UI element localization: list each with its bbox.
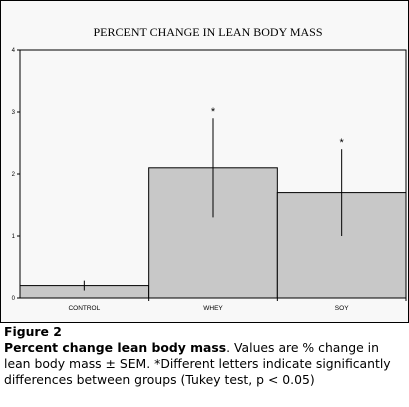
plot-area: ** [19, 49, 407, 299]
caption-heading: Percent change lean body mass [4, 340, 227, 355]
y-tick-label: 4 [12, 48, 16, 54]
y-tick-label: 2 [12, 172, 16, 178]
x-tick-label: SOY [335, 305, 349, 312]
figure-caption: Figure 2 Percent change lean body mass. … [4, 324, 406, 388]
bar-chart: PERCENT CHANGE IN LEAN BODY MASS ** 0123… [12, 25, 407, 312]
x-tick-label: CONTROL [68, 305, 100, 312]
significance-marker: * [340, 137, 345, 149]
chart-title: PERCENT CHANGE IN LEAN BODY MASS [93, 25, 322, 39]
y-tick-label: 1 [12, 234, 16, 240]
figure-label: Figure 2 [4, 324, 62, 339]
y-tick-label: 3 [12, 110, 16, 116]
caption-text: . Values are % change in lean body mass … [4, 340, 391, 387]
x-tick-label: WHEY [203, 305, 223, 312]
significance-marker: * [211, 106, 216, 118]
y-tick-label: 0 [12, 296, 16, 302]
